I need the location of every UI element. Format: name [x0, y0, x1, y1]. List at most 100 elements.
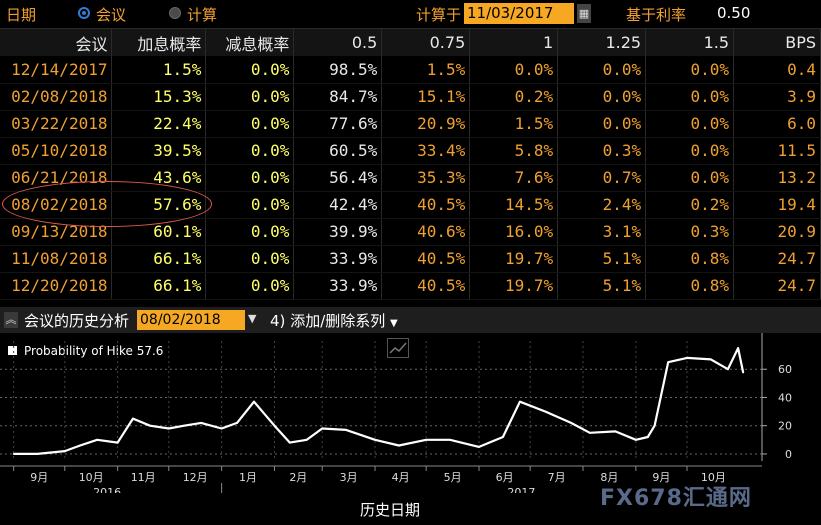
calc-radio[interactable] [169, 7, 181, 19]
calc-date-input[interactable]: 11/03/2017 [464, 3, 574, 24]
meeting-date-cell: 06/21/2018 [0, 164, 113, 192]
data-point [667, 361, 669, 363]
y-tick-label: 0 [785, 448, 792, 461]
value-cell: 39.9% [293, 218, 383, 246]
data-point [425, 439, 428, 441]
data-point [544, 410, 547, 413]
value-cell: 0.0% [205, 164, 295, 192]
meeting-radio[interactable] [78, 7, 90, 19]
data-point [727, 368, 729, 370]
value-cell: 2.4% [557, 191, 647, 219]
value-cell: 0.0% [645, 164, 735, 192]
add-series-label: 添加/删除系列 [290, 312, 386, 330]
value-cell: 0.0% [205, 245, 295, 273]
table-row[interactable]: 11/08/2018 66.1% 0.0% 33.9% 40.5% 19.7% 5.1% 0.… [0, 245, 821, 273]
table-row[interactable]: 08/02/2018 57.6% 0.0% 42.4% 40.5% 14.5% 2.4% 0.… [0, 191, 821, 219]
value-cell: 0.7% [557, 164, 647, 192]
value-cell: 15.1% [381, 83, 471, 111]
meeting-date-cell: 08/02/2018 [0, 191, 113, 219]
value-cell: 1.5% [381, 56, 471, 84]
col-header[interactable]: 加息概率 [111, 29, 207, 56]
value-cell: 0.0% [205, 56, 295, 84]
value-cell: 57.6% [111, 191, 207, 219]
collapse-icon[interactable]: ︽ [4, 312, 18, 328]
meeting-date-cell: 11/08/2018 [0, 245, 113, 273]
watermark: FX678汇通网 [600, 486, 752, 511]
calendar-icon[interactable]: ▦ [577, 4, 591, 23]
table-row[interactable]: 05/10/2018 39.5% 0.0% 60.5% 33.4% 5.8% 0.3% 0.0… [0, 137, 821, 165]
data-point [149, 424, 151, 427]
value-cell: 5.1% [557, 272, 647, 300]
value-cell: 39.5% [111, 137, 207, 165]
x-tick-label: 4月 [392, 471, 410, 484]
data-point [478, 446, 480, 448]
data-point [289, 441, 291, 444]
col-header[interactable]: 会议 [0, 29, 113, 56]
chevron-down-icon: ▼ [390, 318, 398, 329]
data-point [398, 444, 400, 447]
value-cell: 40.6% [381, 218, 471, 246]
value-cell: 24.7 [733, 245, 821, 273]
table-row[interactable]: 02/08/2018 15.3% 0.0% 84.7% 15.1% 0.2% 0.0% 0.0… [0, 83, 821, 111]
legend-series-value: 57.6 [136, 344, 164, 358]
value-cell: 66.1% [111, 245, 207, 273]
value-cell: 19.7% [469, 245, 559, 273]
meeting-radio-label[interactable]: 会议 [96, 6, 127, 24]
value-cell: 0.0% [645, 137, 735, 165]
history-date-input[interactable]: 08/02/2018 [137, 310, 245, 330]
value-cell: 98.5% [293, 56, 383, 84]
value-cell: 40.5% [381, 272, 471, 300]
value-cell: 5.1% [557, 245, 647, 273]
year-label: 2016 [93, 486, 121, 493]
value-cell: 20.9 [733, 218, 821, 246]
col-header[interactable]: 1 [469, 29, 559, 56]
value-cell: 0.3% [557, 137, 647, 165]
value-cell: 0.0% [645, 56, 735, 84]
chevron-down-icon[interactable]: ▼ [248, 312, 257, 325]
meeting-date-cell: 12/14/2017 [0, 56, 113, 84]
legend-swatch [8, 346, 17, 355]
x-tick-label: 9月 [30, 471, 48, 484]
col-header[interactable]: 0.75 [381, 29, 471, 56]
value-cell: 33.9% [293, 245, 383, 273]
col-header[interactable]: 减息概率 [205, 29, 295, 56]
data-point [116, 441, 119, 444]
x-tick-label: 7月 [548, 471, 566, 484]
value-cell: 33.9% [293, 272, 383, 300]
value-cell: 0.0% [557, 56, 647, 84]
value-cell: 40.5% [381, 245, 471, 273]
table-row[interactable]: 03/22/2018 22.4% 0.0% 77.6% 20.9% 1.5% 0.0% 0.0… [0, 110, 821, 138]
value-cell: 3.1% [557, 218, 647, 246]
table-row[interactable]: 09/13/2018 60.1% 0.0% 39.9% 40.6% 16.0% 3.1% 0.… [0, 218, 821, 246]
value-cell: 0.8% [645, 272, 735, 300]
col-header[interactable]: 0.5 [293, 29, 383, 56]
data-point [519, 400, 521, 403]
col-header[interactable]: 1.25 [557, 29, 647, 56]
probability-table: 会议 加息概率 减息概率 0.5 0.75 1 1.25 1.5 BPS 12/… [0, 29, 821, 300]
meeting-date-cell: 02/08/2018 [0, 83, 113, 111]
table-row[interactable]: 06/21/2018 43.6% 0.0% 56.4% 35.3% 7.6% 0.7% 0.0… [0, 164, 821, 192]
y-tick-label: 40 [778, 391, 792, 404]
x-tick-label: 10月 [79, 471, 104, 484]
value-cell: 33.4% [381, 137, 471, 165]
value-cell: 22.4% [111, 110, 207, 138]
col-header[interactable]: 1.5 [645, 29, 735, 56]
toolbar: 日期 会议 计算 计算于 11/03/2017 ▦ 基于利率 0.50 [0, 0, 821, 29]
data-point [321, 427, 324, 430]
value-cell: 11.5 [733, 137, 821, 165]
data-point [449, 439, 451, 441]
value-cell: 0.8% [645, 245, 735, 273]
add-series-button[interactable]: 4) 添加/删除系列 ▼ [270, 310, 398, 331]
table-row[interactable]: 12/20/2018 66.1% 0.0% 33.9% 40.5% 19.7% 5.1% 0.… [0, 272, 821, 300]
calc-radio-label[interactable]: 计算 [187, 6, 218, 24]
data-point [589, 432, 591, 434]
chart-type-icon[interactable] [387, 338, 409, 358]
data-point [236, 422, 238, 424]
y-tick-label: 20 [778, 420, 792, 433]
data-point [374, 439, 376, 441]
x-tick-label: 8月 [600, 471, 618, 484]
col-header[interactable]: BPS [733, 29, 821, 56]
value-cell: 5.8% [469, 137, 559, 165]
x-axis-title: 历史日期 [359, 501, 420, 519]
table-row[interactable]: 12/14/2017 1.5% 0.0% 98.5% 1.5% 0.0% 0.0% 0.0% 0… [0, 56, 821, 84]
